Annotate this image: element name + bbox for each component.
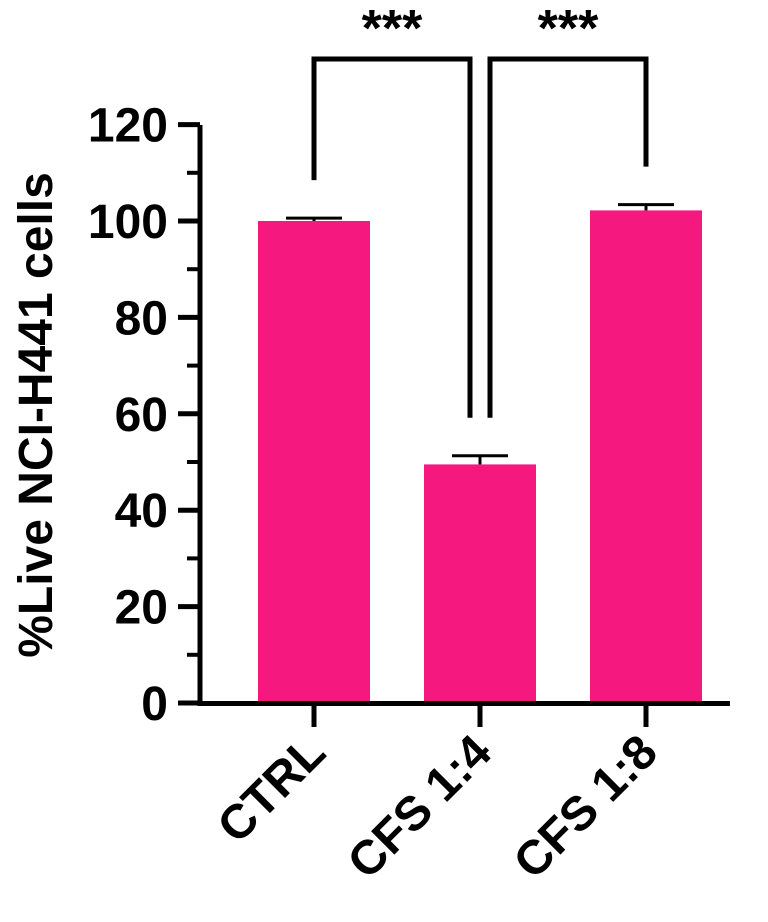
bar-1: [424, 464, 536, 703]
bar-0: [258, 221, 370, 703]
x-tick-label-1: CFS 1:4: [338, 725, 502, 889]
x-tick-label-0: CTRL: [208, 725, 336, 853]
y-tick-label-40: 40: [115, 485, 168, 538]
x-tick-label-2: CFS 1:8: [504, 725, 668, 889]
bars-layer: [258, 210, 702, 703]
y-tick-label-80: 80: [115, 292, 168, 345]
significance-bracket-1: [487, 56, 649, 418]
y-tick-label-120: 120: [88, 100, 168, 153]
bar-2: [590, 210, 702, 703]
y-tick-label-0: 0: [141, 678, 168, 731]
y-axis-label: %Live NCI-H441 cells: [10, 172, 63, 658]
significance-layer: *** ***: [311, 0, 649, 418]
significance-label-0: ***: [362, 0, 423, 58]
y-tick-label-20: 20: [115, 582, 168, 635]
y-tick-label-100: 100: [88, 196, 168, 249]
significance-bracket-0: [311, 56, 473, 418]
x-ticks-layer: CTRL CFS 1:4 CFS 1:8: [208, 703, 668, 889]
y-ticks-layer: 0 20 40 60 80 100 120: [88, 100, 200, 731]
error-bars-layer: [286, 203, 674, 465]
significance-label-1: ***: [538, 0, 599, 58]
y-tick-label-60: 60: [115, 389, 168, 442]
